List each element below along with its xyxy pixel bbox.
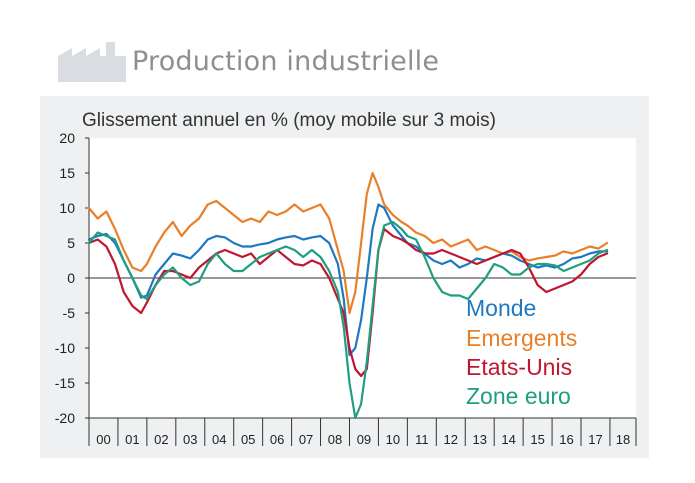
x-tick-label: 07 bbox=[299, 432, 313, 447]
x-tick-label: 04 bbox=[212, 432, 226, 447]
y-tick-label: -20 bbox=[55, 410, 75, 426]
axes bbox=[88, 138, 636, 419]
y-tick-label: -5 bbox=[63, 305, 76, 321]
series-lines bbox=[87, 171, 609, 420]
x-tick-label: 17 bbox=[588, 432, 602, 447]
legend-item-emergents: Emergents bbox=[466, 325, 578, 351]
y-tick-label: 15 bbox=[59, 165, 75, 181]
x-tick-label: 15 bbox=[530, 432, 544, 447]
x-tick-label: 00 bbox=[96, 432, 110, 447]
series-line-monde bbox=[87, 203, 609, 357]
x-tick-label: 08 bbox=[328, 432, 342, 447]
x-tick-label: 10 bbox=[386, 432, 400, 447]
x-tick-label: 06 bbox=[270, 432, 284, 447]
x-tick-label: 03 bbox=[183, 432, 197, 447]
x-tick-label: 14 bbox=[501, 432, 515, 447]
x-tick-label: 16 bbox=[559, 432, 573, 447]
series-line-zone-euro bbox=[87, 220, 609, 420]
x-tick-label: 12 bbox=[444, 432, 458, 447]
legend-item-zone-euro: Zone euro bbox=[466, 383, 571, 409]
x-tick-label: 09 bbox=[357, 432, 371, 447]
tick-labels: 20 15 10 5 0 -5 -10 -15 -20 00 01 02 03 04 05 06 07 08 09 1… bbox=[55, 130, 637, 447]
x-tick-label: 13 bbox=[472, 432, 486, 447]
y-tick-label: 0 bbox=[67, 270, 75, 286]
x-tick-label: 11 bbox=[415, 432, 429, 447]
x-tick-label: 18 bbox=[616, 432, 630, 447]
factory-icon bbox=[58, 42, 126, 82]
y-tick-label: -15 bbox=[55, 375, 75, 391]
y-tick-label: 10 bbox=[59, 200, 75, 216]
legend-item-etats-unis: Etats-Unis bbox=[466, 354, 573, 380]
x-tick-label: 05 bbox=[241, 432, 255, 447]
x-tick-label: 02 bbox=[154, 432, 168, 447]
y-tick-label: 5 bbox=[67, 235, 75, 251]
page-title: Production industrielle bbox=[132, 46, 440, 77]
legend-item-monde: Monde bbox=[466, 295, 537, 321]
y-tick-label: -10 bbox=[55, 340, 75, 356]
series-line-emergents bbox=[87, 171, 609, 315]
chart-subtitle: Glissement annuel en % (moy mobile sur 3… bbox=[82, 110, 496, 131]
y-tick-label: 20 bbox=[59, 130, 75, 146]
x-tick-label: 01 bbox=[125, 432, 139, 447]
